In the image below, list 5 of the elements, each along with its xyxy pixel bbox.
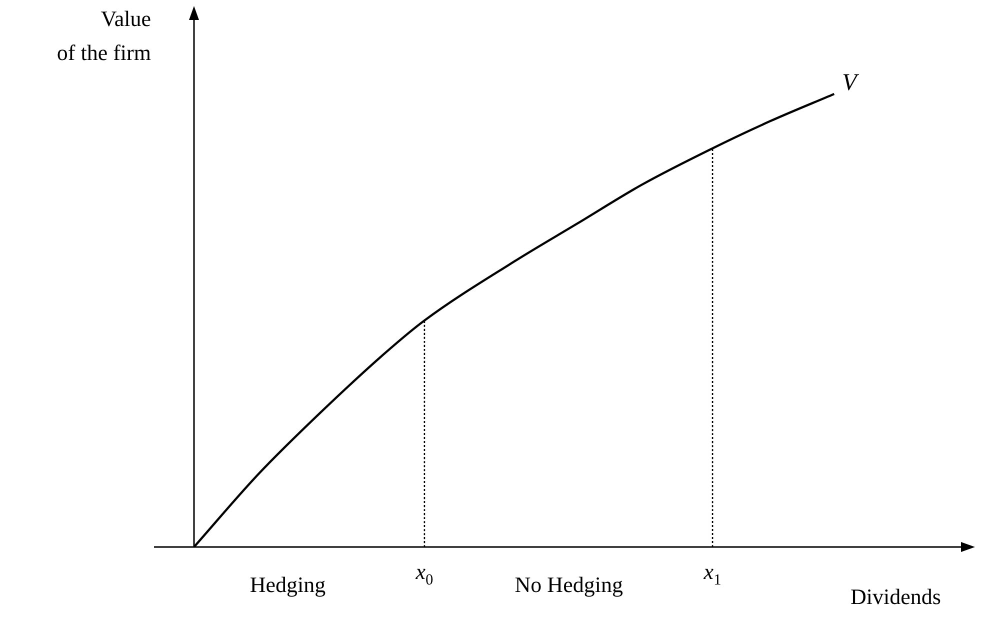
y-axis-title: Value of the firm bbox=[56, 5, 151, 67]
text: Hedging bbox=[250, 572, 326, 598]
text: No Hedging bbox=[514, 572, 623, 598]
series-label: V bbox=[842, 70, 860, 96]
x-axis-title: Dividends bbox=[850, 584, 941, 610]
